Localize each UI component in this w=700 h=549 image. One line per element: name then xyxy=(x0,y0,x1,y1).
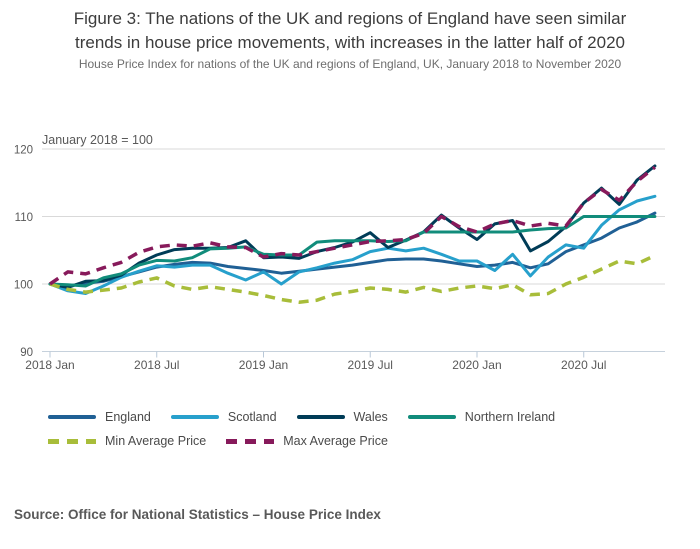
x-tick-label: 2020 Jul xyxy=(561,358,606,372)
y-tick-label: 120 xyxy=(14,145,33,157)
series-line-england xyxy=(48,211,657,288)
legend-item-max-average-price[interactable]: Max Average Price xyxy=(226,434,388,448)
legend-label-england: England xyxy=(105,410,151,424)
legend-swatch-northern-ireland xyxy=(407,415,456,419)
series-line-scotland xyxy=(48,194,657,295)
series-line-northern-ireland xyxy=(48,215,657,288)
legend-item-min-average-price[interactable]: Min Average Price xyxy=(48,434,206,448)
legend-swatch-wales xyxy=(296,415,345,419)
legend-item-scotland[interactable]: Scotland xyxy=(170,410,277,424)
legend-label-scotland: Scotland xyxy=(227,410,277,424)
legend-item-wales[interactable]: Wales xyxy=(296,410,388,424)
legend-label-wales: Wales xyxy=(353,410,388,424)
x-tick-label: 2018 Jul xyxy=(134,358,179,372)
legend-label-min-average-price: Min Average Price xyxy=(105,434,207,448)
legend-swatch-max-average-price xyxy=(226,438,275,444)
x-tick-label: 2018 Jan xyxy=(25,358,74,372)
y-tick-label: 100 xyxy=(14,280,33,292)
series-line-min-average-price xyxy=(49,254,656,304)
legend-label-northern-ireland: Northern Ireland xyxy=(464,410,556,424)
x-tick-label: 2020 Jan xyxy=(452,358,501,372)
x-tick-label: 2019 Jul xyxy=(348,358,393,372)
figure-title: Figure 3: The nations of the UK and regi… xyxy=(0,7,700,55)
source-note: Source: Office for National Statistics –… xyxy=(14,507,381,522)
legend-row-2: Min Average Price Max Average Price xyxy=(48,430,668,452)
x-tick-label: 2019 Jan xyxy=(239,358,288,372)
legend-swatch-min-average-price xyxy=(48,438,96,444)
legend-row-1: England Scotland Wales Northern Ireland xyxy=(48,406,668,428)
legend-item-northern-ireland[interactable]: Northern Ireland xyxy=(407,410,556,424)
series-line-max-average-price xyxy=(49,165,656,286)
legend-item-england[interactable]: England xyxy=(48,410,151,424)
figure-title-line-2: trends in house price movements, with in… xyxy=(75,33,625,52)
legend-swatch-scotland xyxy=(170,415,219,419)
figure-subtitle: House Price Index for nations of the UK … xyxy=(78,57,622,71)
axis-unit-note: January 2018 = 100 xyxy=(42,133,153,147)
y-tick-label: 110 xyxy=(15,212,33,224)
figure-title-line-1: Figure 3: The nations of the UK and regi… xyxy=(73,9,627,28)
legend-swatch-england xyxy=(48,415,96,419)
chart-legend: England Scotland Wales Northern Ireland Min… xyxy=(48,406,668,454)
y-tick-label: 90 xyxy=(20,347,33,359)
legend-label-max-average-price: Max Average Price xyxy=(283,434,388,448)
